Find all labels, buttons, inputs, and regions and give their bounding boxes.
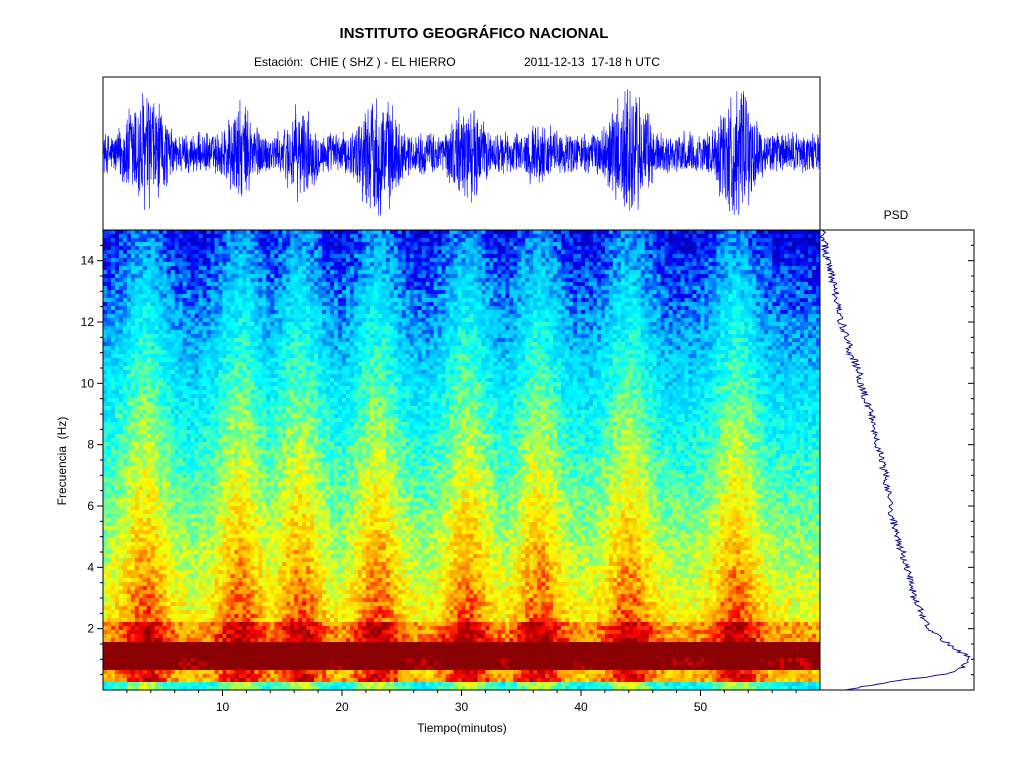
spectrogram-panel: 2 4 6 8 10 12 14 10 20 30 40 50 bbox=[81, 230, 821, 714]
y-tick-label: 2 bbox=[87, 622, 94, 636]
station-subtitle: Estación: CHIE ( SHZ ) - EL HIERRO bbox=[254, 55, 456, 69]
y-tick-label: 10 bbox=[81, 376, 95, 390]
seismic-spectrogram-figure: INSTITUTO GEOGRÁFICO NACIONAL Estación: … bbox=[0, 0, 1025, 768]
y-tick-label: 12 bbox=[81, 315, 95, 329]
figure-svg: INSTITUTO GEOGRÁFICO NACIONAL Estación: … bbox=[0, 0, 1025, 768]
psd-panel bbox=[820, 230, 974, 690]
date-subtitle: 2011-12-13 17-18 h UTC bbox=[524, 55, 660, 69]
y-tick-label: 6 bbox=[87, 499, 94, 513]
x-tick-label: 10 bbox=[216, 700, 230, 714]
y-tick-label: 4 bbox=[87, 560, 94, 574]
psd-frame bbox=[820, 230, 974, 690]
x-tick-label: 40 bbox=[574, 700, 588, 714]
y-axis-label: Frecuencia (Hz) bbox=[55, 417, 69, 506]
x-tick-label: 20 bbox=[335, 700, 349, 714]
y-tick-label: 8 bbox=[87, 438, 94, 452]
x-tick-label: 50 bbox=[694, 700, 708, 714]
x-tick-label: 30 bbox=[455, 700, 469, 714]
x-axis-label: Tiempo(minutos) bbox=[417, 721, 507, 735]
seismogram-panel bbox=[103, 77, 820, 230]
spectrogram-cells bbox=[103, 230, 820, 690]
y-tick-label: 14 bbox=[81, 254, 95, 268]
psd-title: PSD bbox=[884, 208, 909, 222]
figure-title: INSTITUTO GEOGRÁFICO NACIONAL bbox=[340, 25, 609, 42]
